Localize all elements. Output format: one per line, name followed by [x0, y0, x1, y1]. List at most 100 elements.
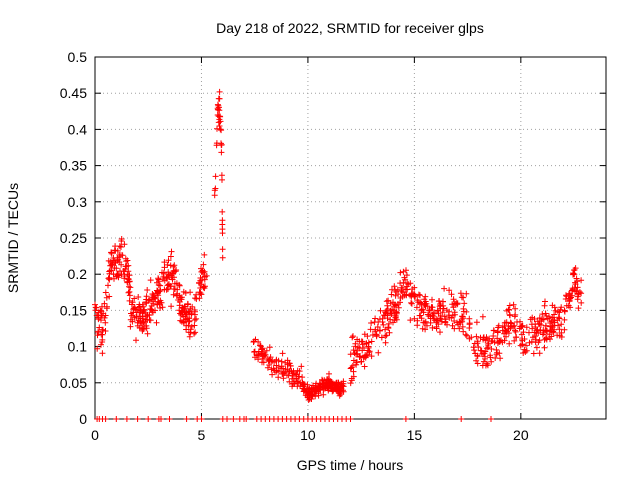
data-point — [502, 319, 508, 326]
data-point — [471, 347, 478, 354]
data-point — [196, 289, 203, 296]
data-point — [300, 380, 307, 387]
data-point — [484, 362, 491, 369]
y-tick-label: 0.2 — [68, 266, 88, 282]
data-point — [354, 359, 360, 366]
data-point — [171, 280, 178, 287]
data-point — [494, 349, 501, 356]
data-point — [404, 280, 411, 287]
data-point — [392, 287, 398, 294]
data-point — [95, 329, 102, 336]
data-point — [514, 319, 520, 325]
data-point — [436, 298, 443, 305]
data-point — [323, 383, 330, 390]
data-point — [186, 315, 193, 322]
data-point — [547, 320, 554, 326]
data-point — [165, 286, 171, 292]
data-point — [573, 275, 580, 282]
data-point — [149, 294, 156, 301]
data-point — [326, 379, 333, 386]
data-point — [537, 322, 544, 328]
data-point — [512, 328, 519, 335]
data-point — [170, 286, 177, 292]
data-point — [306, 388, 313, 395]
data-point — [413, 304, 420, 311]
data-point — [122, 255, 129, 262]
y-tick-label: 0.25 — [60, 230, 87, 246]
data-point — [488, 416, 494, 422]
data-point — [201, 273, 208, 280]
data-point — [566, 290, 573, 297]
data-point — [191, 307, 198, 313]
data-point — [530, 350, 537, 357]
data-point — [520, 350, 527, 356]
data-point — [134, 416, 141, 422]
data-point — [312, 388, 319, 395]
data-point — [145, 416, 152, 422]
x-tick-label: 15 — [407, 427, 423, 443]
data-point — [116, 259, 123, 265]
data-point — [218, 127, 225, 134]
data-point — [529, 325, 536, 332]
data-point — [142, 309, 149, 316]
data-point — [179, 304, 186, 311]
data-point — [161, 259, 168, 266]
data-point — [533, 344, 540, 351]
data-point — [422, 318, 429, 325]
data-point — [477, 334, 484, 341]
data-point — [422, 326, 429, 333]
data-point — [578, 299, 585, 306]
data-point — [459, 313, 466, 320]
data-point — [216, 104, 222, 111]
data-point — [216, 95, 223, 102]
data-point — [421, 319, 428, 326]
data-point — [369, 332, 376, 338]
data-point — [166, 416, 173, 422]
data-point — [368, 353, 375, 360]
data-point — [542, 298, 548, 305]
data-point — [460, 305, 467, 312]
data-point — [433, 319, 440, 326]
data-point — [219, 221, 226, 228]
data-point — [218, 172, 225, 179]
data-point — [106, 293, 113, 300]
data-point — [450, 304, 457, 311]
data-point — [355, 344, 362, 351]
data-point — [121, 268, 128, 275]
data-point — [218, 141, 225, 148]
data-point — [460, 294, 467, 301]
data-point — [113, 416, 120, 422]
data-point — [129, 318, 136, 325]
data-point — [427, 315, 434, 322]
y-axis-label: SRMTID / TECUs — [5, 183, 21, 293]
data-point — [177, 310, 184, 317]
data-point — [121, 241, 128, 248]
data-point — [368, 338, 375, 345]
data-point — [487, 354, 494, 361]
data-point — [418, 307, 425, 314]
data-point — [230, 416, 237, 422]
data-point — [458, 316, 465, 323]
data-point — [407, 317, 414, 324]
data-point — [494, 335, 501, 342]
data-point — [361, 363, 368, 370]
data-point — [165, 257, 172, 264]
data-point — [377, 327, 383, 334]
data-point — [131, 295, 138, 302]
data-point — [411, 292, 418, 299]
data-point — [523, 347, 530, 354]
data-point — [128, 301, 135, 308]
data-point — [439, 309, 446, 316]
data-point — [102, 416, 109, 422]
data-point — [257, 342, 263, 349]
data-point — [200, 261, 207, 268]
data-point — [347, 416, 354, 422]
data-point — [393, 310, 400, 317]
data-point — [457, 319, 464, 326]
data-point — [105, 282, 111, 289]
data-point — [408, 299, 415, 306]
x-tick-label: 5 — [198, 427, 206, 443]
data-point — [561, 326, 568, 333]
data-point — [454, 300, 461, 307]
data-point — [558, 334, 565, 340]
